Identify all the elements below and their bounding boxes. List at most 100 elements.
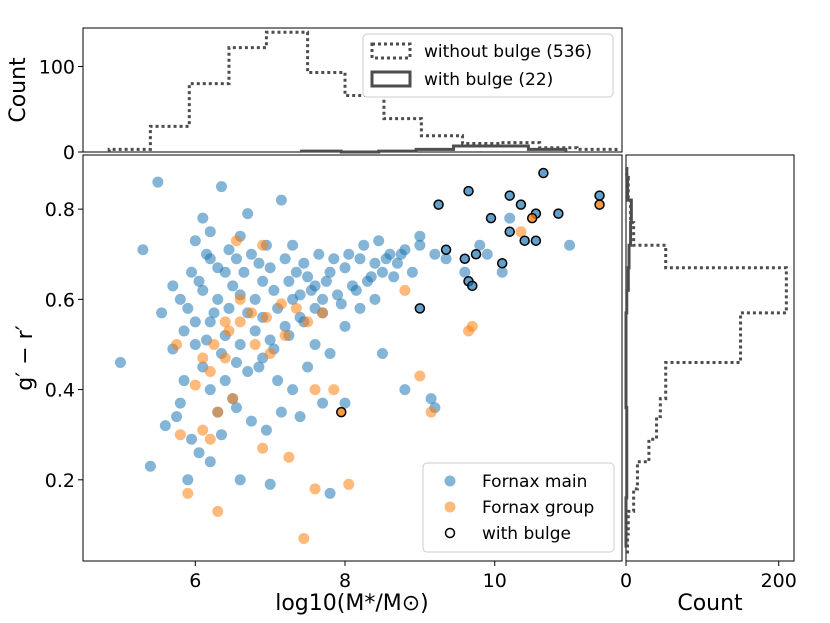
- point-fornax-main: [167, 280, 179, 292]
- point-with-bulge: [553, 208, 564, 219]
- point-fornax-main: [204, 226, 216, 238]
- point-fornax-main: [290, 266, 302, 278]
- point-fornax-main: [234, 474, 246, 486]
- point-fornax-group: [219, 352, 231, 364]
- right-histogram: [624, 167, 788, 554]
- top-y-tick-label: 100: [39, 56, 75, 78]
- point-fornax-main: [343, 248, 355, 260]
- point-fornax-group: [343, 478, 355, 490]
- point-fornax-group: [234, 293, 246, 305]
- point-fornax-group: [249, 338, 261, 350]
- top-histogram-legend: without bulge (536) with bulge (22): [362, 33, 614, 98]
- point-fornax-group: [204, 366, 216, 378]
- point-fornax-group: [425, 406, 437, 418]
- point-fornax-main: [253, 361, 265, 373]
- point-fornax-main: [245, 415, 257, 427]
- point-fornax-group: [302, 316, 314, 328]
- point-fornax-main: [260, 424, 272, 436]
- right-x-tick-label: 0: [620, 570, 632, 592]
- point-with-bulge: [470, 248, 482, 260]
- point-fornax-main: [481, 248, 493, 260]
- point-fornax-main: [223, 244, 235, 256]
- point-fornax-main: [332, 289, 344, 301]
- point-fornax-main: [238, 266, 250, 278]
- point-fornax-group: [230, 235, 242, 247]
- point-with-bulge: [515, 199, 527, 210]
- point-fornax-main: [365, 271, 377, 283]
- y-tick-label: 0.2: [45, 470, 75, 492]
- point-fornax-group: [245, 307, 257, 319]
- point-fornax-main: [324, 487, 336, 499]
- point-fornax-main: [328, 253, 340, 265]
- point-with-bulge: [467, 280, 478, 292]
- point-with-bulge: [496, 258, 508, 269]
- point-with-bulge: [336, 406, 347, 418]
- point-fornax-main: [182, 302, 194, 314]
- point-fornax-main: [182, 474, 194, 486]
- point-fornax-main: [264, 478, 276, 490]
- point-fornax-group: [279, 329, 291, 341]
- point-fornax-main: [335, 298, 347, 310]
- scatter-frame: [82, 154, 623, 562]
- point-fornax-main: [219, 375, 231, 387]
- point-fornax-group: [466, 320, 478, 332]
- point-fornax-main: [425, 393, 437, 405]
- point-fornax-group: [182, 487, 194, 499]
- point-fornax-main: [215, 181, 227, 193]
- top-y-tick-label: 0: [63, 142, 75, 164]
- point-fornax-main: [399, 384, 411, 396]
- scatter-legend: Fornax main Fornax group with bulge: [422, 462, 615, 553]
- point-fornax-group: [171, 338, 183, 350]
- legend-swatch-with-bulge: [370, 70, 412, 88]
- y-tick-label: 0.8: [45, 199, 75, 221]
- point-fornax-main: [350, 284, 362, 296]
- point-fornax-group: [264, 347, 276, 359]
- point-fornax-main: [302, 271, 314, 283]
- point-fornax-main: [354, 253, 366, 265]
- point-fornax-main: [305, 284, 317, 296]
- point-fornax-main: [193, 275, 205, 287]
- point-fornax-main: [376, 266, 388, 278]
- right-histogram-xlabel: Count: [677, 591, 743, 616]
- point-fornax-main: [230, 253, 242, 265]
- point-fornax-group: [290, 302, 302, 314]
- top-histogram-ylabel: Count: [6, 57, 31, 123]
- point-fornax-main: [234, 338, 246, 350]
- point-fornax-group: [515, 226, 527, 238]
- point-fornax-main: [354, 302, 366, 314]
- point-fornax-main: [414, 239, 426, 251]
- point-fornax-main: [253, 257, 265, 269]
- point-with-bulge: [594, 190, 605, 201]
- point-fornax-main: [212, 293, 224, 305]
- scatter-plot: [114, 167, 605, 544]
- point-with-bulge: [504, 190, 515, 201]
- point-fornax-main: [414, 230, 426, 242]
- point-fornax-main: [309, 338, 321, 350]
- legend-label-fornax-main: Fornax main: [482, 472, 587, 492]
- point-fornax-main: [313, 248, 325, 260]
- point-fornax-main: [459, 266, 471, 278]
- point-fornax-main: [174, 293, 186, 305]
- point-fornax-main: [373, 235, 385, 247]
- point-fornax-group: [283, 451, 295, 463]
- point-fornax-main: [242, 366, 254, 378]
- point-fornax-main: [178, 375, 190, 387]
- point-fornax-main: [287, 384, 299, 396]
- point-with-bulge: [538, 167, 549, 179]
- point-fornax-main: [152, 176, 164, 188]
- point-fornax-main: [159, 420, 171, 432]
- point-fornax-main: [249, 325, 261, 337]
- point-fornax-group: [309, 483, 321, 495]
- point-fornax-main: [320, 275, 332, 287]
- point-fornax-main: [245, 248, 257, 260]
- point-fornax-main: [358, 239, 370, 251]
- point-fornax-main: [227, 280, 239, 292]
- point-fornax-group: [309, 384, 321, 396]
- point-with-bulge: [459, 253, 471, 265]
- point-fornax-main: [197, 212, 209, 224]
- point-fornax-main: [406, 266, 418, 278]
- point-with-bulge: [440, 244, 452, 255]
- point-fornax-main: [324, 266, 336, 278]
- point-fornax-main: [268, 284, 280, 296]
- point-fornax-main: [388, 271, 400, 283]
